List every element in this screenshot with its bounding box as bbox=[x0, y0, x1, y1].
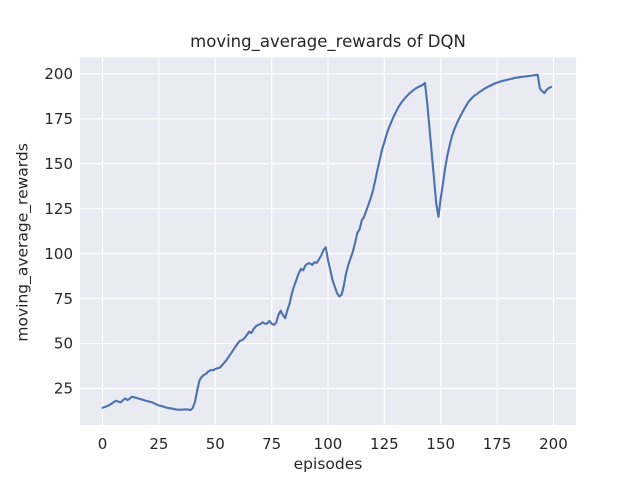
x-axis-label: episodes bbox=[294, 455, 363, 473]
y-tick-label: 100 bbox=[44, 245, 73, 263]
tick-labels-layer: 0 25 50 75 100 125 150 175 200 25 50 75 100 125 150 175… bbox=[44, 65, 567, 453]
x-tick-label: 200 bbox=[539, 435, 568, 453]
y-tick-label: 50 bbox=[54, 335, 73, 353]
y-tick-label: 200 bbox=[44, 65, 73, 83]
y-tick-label: 125 bbox=[44, 200, 73, 218]
y-tick-label: 175 bbox=[44, 110, 73, 128]
x-tick-label: 175 bbox=[483, 435, 512, 453]
x-tick-label: 100 bbox=[314, 435, 343, 453]
x-tick-label: 75 bbox=[262, 435, 281, 453]
x-tick-label: 50 bbox=[206, 435, 225, 453]
x-tick-label: 125 bbox=[370, 435, 399, 453]
chart-title: moving_average_rewards of DQN bbox=[190, 32, 466, 52]
x-tick-label: 25 bbox=[149, 435, 168, 453]
y-tick-label: 25 bbox=[54, 380, 73, 398]
series-layer bbox=[101, 73, 553, 412]
gridlines-layer bbox=[80, 57, 576, 425]
x-tick-label: 150 bbox=[426, 435, 455, 453]
y-tick-label: 75 bbox=[54, 290, 73, 308]
y-axis-label: moving_average_rewards bbox=[14, 143, 33, 341]
y-tick-label: 150 bbox=[44, 155, 73, 173]
x-tick-label: 0 bbox=[98, 435, 108, 453]
series-line-dqn bbox=[101, 73, 553, 412]
